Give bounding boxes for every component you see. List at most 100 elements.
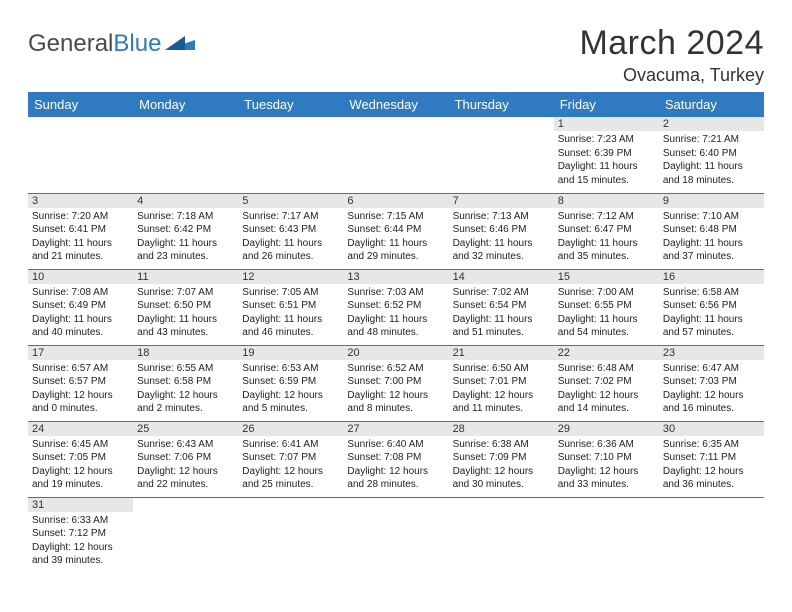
day-details: Sunrise: 6:38 AMSunset: 7:09 PMDaylight:…: [449, 436, 554, 494]
day-number: 28: [449, 422, 554, 436]
dayname-header: Saturday: [659, 92, 764, 117]
calendar-day-cell: 31Sunrise: 6:33 AMSunset: 7:12 PMDayligh…: [28, 497, 133, 573]
logo-text-blue: Blue: [113, 30, 161, 58]
sunrise-line: Sunrise: 7:03 AM: [347, 286, 444, 300]
daylight-line: Daylight: 12 hours and 16 minutes.: [663, 389, 760, 416]
sunrise-line: Sunrise: 7:12 AM: [558, 210, 655, 224]
calendar-day-cell: 30Sunrise: 6:35 AMSunset: 7:11 PMDayligh…: [659, 421, 764, 497]
sunset-line: Sunset: 6:56 PM: [663, 299, 760, 313]
day-number: 25: [133, 422, 238, 436]
calendar-day-cell: 14Sunrise: 7:02 AMSunset: 6:54 PMDayligh…: [449, 269, 554, 345]
daylight-line: Daylight: 11 hours and 18 minutes.: [663, 160, 760, 187]
sunset-line: Sunset: 6:55 PM: [558, 299, 655, 313]
day-number: 24: [28, 422, 133, 436]
calendar-day-cell: 19 Sunrise: 6:53 AMSunset: 6:59 PMDayligh…: [238, 345, 343, 421]
daylight-line: Daylight: 11 hours and 51 minutes.: [453, 313, 550, 340]
sunset-line: Sunset: 6:39 PM: [558, 147, 655, 161]
day-details: Sunrise: 7:17 AMSunset: 6:43 PMDaylight:…: [238, 208, 343, 266]
sunrise-line: Sunrise: 7:13 AM: [453, 210, 550, 224]
sunrise-line: Sunrise: 6:50 AM: [453, 362, 550, 376]
logo-text-general: General: [28, 30, 113, 58]
sunset-line: Sunset: 6:46 PM: [453, 223, 550, 237]
sunset-line: Sunset: 6:40 PM: [663, 147, 760, 161]
sunset-line: Sunset: 6:44 PM: [347, 223, 444, 237]
sunset-line: Sunset: 6:43 PM: [242, 223, 339, 237]
sunrise-line: Sunrise: 6:40 AM: [347, 438, 444, 452]
day-number: 30: [659, 422, 764, 436]
day-number: 14: [449, 270, 554, 284]
calendar-day-cell: 16Sunrise: 6:58 AMSunset: 6:56 PMDayligh…: [659, 269, 764, 345]
calendar-empty-cell: [343, 497, 448, 573]
day-details: Sunrise: 7:03 AMSunset: 6:52 PMDaylight:…: [343, 284, 448, 342]
day-number: 31: [28, 498, 133, 512]
day-details: Sunrise: 6:55 AMSunset: 6:58 PMDaylight:…: [133, 360, 238, 418]
sunset-line: Sunset: 7:03 PM: [663, 375, 760, 389]
day-details: Sunrise: 6:57 AMSunset: 6:57 PMDaylight:…: [28, 360, 133, 418]
day-details: Sunrise: 7:10 AMSunset: 6:48 PMDaylight:…: [659, 208, 764, 266]
calendar-day-cell: 29 Sunrise: 6:36 AMSunset: 7:10 PMDayligh…: [554, 421, 659, 497]
calendar-day-cell: 27Sunrise: 6:40 AMSunset: 7:08 PMDayligh…: [343, 421, 448, 497]
sunset-line: Sunset: 7:10 PM: [558, 451, 655, 465]
day-number: 1: [554, 117, 659, 131]
sunrise-line: Sunrise: 6:58 AM: [663, 286, 760, 300]
daylight-line: Daylight: 12 hours and 5 minutes.: [242, 389, 339, 416]
sunrise-line: Sunrise: 6:45 AM: [32, 438, 129, 452]
calendar-day-cell: 28Sunrise: 6:38 AMSunset: 7:09 PMDayligh…: [449, 421, 554, 497]
daylight-line: Daylight: 11 hours and 48 minutes.: [347, 313, 444, 340]
day-details: Sunrise: 6:58 AMSunset: 6:56 PMDaylight:…: [659, 284, 764, 342]
day-number: 5: [238, 194, 343, 208]
calendar-empty-cell: [238, 117, 343, 193]
daylight-line: Daylight: 11 hours and 46 minutes.: [242, 313, 339, 340]
sunrise-line: Sunrise: 7:02 AM: [453, 286, 550, 300]
calendar-day-cell: 21Sunrise: 6:50 AMSunset: 7:01 PMDayligh…: [449, 345, 554, 421]
day-details: Sunrise: 7:00 AMSunset: 6:55 PMDaylight:…: [554, 284, 659, 342]
sunrise-line: Sunrise: 7:15 AM: [347, 210, 444, 224]
day-details: Sunrise: 7:02 AMSunset: 6:54 PMDaylight:…: [449, 284, 554, 342]
calendar-day-cell: 20Sunrise: 6:52 AMSunset: 7:00 PMDayligh…: [343, 345, 448, 421]
day-details: Sunrise: 7:20 AMSunset: 6:41 PMDaylight:…: [28, 208, 133, 266]
day-details: Sunrise: 6:48 AMSunset: 7:02 PMDaylight:…: [554, 360, 659, 418]
sunrise-line: Sunrise: 6:35 AM: [663, 438, 760, 452]
calendar-day-cell: 8Sunrise: 7:12 AMSunset: 6:47 PMDaylight…: [554, 193, 659, 269]
day-number: 23: [659, 346, 764, 360]
calendar-day-cell: 2Sunrise: 7:21 AMSunset: 6:40 PMDaylight…: [659, 117, 764, 193]
daylight-line: Daylight: 12 hours and 33 minutes.: [558, 465, 655, 492]
sunset-line: Sunset: 7:11 PM: [663, 451, 760, 465]
calendar-day-cell: 15Sunrise: 7:00 AMSunset: 6:55 PMDayligh…: [554, 269, 659, 345]
day-details: Sunrise: 7:23 AMSunset: 6:39 PMDaylight:…: [554, 131, 659, 189]
day-details: Sunrise: 7:13 AMSunset: 6:46 PMDaylight:…: [449, 208, 554, 266]
dayname-header: Tuesday: [238, 92, 343, 117]
daylight-line: Daylight: 12 hours and 2 minutes.: [137, 389, 234, 416]
calendar-body: 1Sunrise: 7:23 AMSunset: 6:39 PMDaylight…: [28, 117, 764, 573]
calendar-day-cell: 11Sunrise: 7:07 AMSunset: 6:50 PMDayligh…: [133, 269, 238, 345]
sunrise-line: Sunrise: 7:17 AM: [242, 210, 339, 224]
sunset-line: Sunset: 6:58 PM: [137, 375, 234, 389]
daylight-line: Daylight: 12 hours and 0 minutes.: [32, 389, 129, 416]
sunrise-line: Sunrise: 7:07 AM: [137, 286, 234, 300]
calendar-week-row: 3Sunrise: 7:20 AMSunset: 6:41 PMDaylight…: [28, 193, 764, 269]
calendar-empty-cell: [449, 117, 554, 193]
sunset-line: Sunset: 6:41 PM: [32, 223, 129, 237]
calendar-table: SundayMondayTuesdayWednesdayThursdayFrid…: [28, 92, 764, 573]
sunset-line: Sunset: 6:59 PM: [242, 375, 339, 389]
day-details: Sunrise: 6:43 AMSunset: 7:06 PMDaylight:…: [133, 436, 238, 494]
daylight-line: Daylight: 11 hours and 15 minutes.: [558, 160, 655, 187]
daylight-line: Daylight: 12 hours and 30 minutes.: [453, 465, 550, 492]
day-details: Sunrise: 6:41 AMSunset: 7:07 PMDaylight:…: [238, 436, 343, 494]
day-number: 15: [554, 270, 659, 284]
day-number: 19: [238, 346, 343, 360]
header: GeneralBlue March 2024 Ovacuma, Turkey: [28, 24, 764, 86]
sunset-line: Sunset: 6:49 PM: [32, 299, 129, 313]
calendar-day-cell: 17Sunrise: 6:57 AMSunset: 6:57 PMDayligh…: [28, 345, 133, 421]
calendar-day-cell: 25Sunrise: 6:43 AMSunset: 7:06 PMDayligh…: [133, 421, 238, 497]
sunrise-line: Sunrise: 6:36 AM: [558, 438, 655, 452]
daylight-line: Daylight: 11 hours and 29 minutes.: [347, 237, 444, 264]
day-number: 29: [554, 422, 659, 436]
day-details: Sunrise: 7:05 AMSunset: 6:51 PMDaylight:…: [238, 284, 343, 342]
sunrise-line: Sunrise: 6:53 AM: [242, 362, 339, 376]
day-details: Sunrise: 6:50 AMSunset: 7:01 PMDaylight:…: [449, 360, 554, 418]
day-number: 7: [449, 194, 554, 208]
calendar-day-cell: 26Sunrise: 6:41 AMSunset: 7:07 PMDayligh…: [238, 421, 343, 497]
sunset-line: Sunset: 7:05 PM: [32, 451, 129, 465]
sunset-line: Sunset: 7:12 PM: [32, 527, 129, 541]
